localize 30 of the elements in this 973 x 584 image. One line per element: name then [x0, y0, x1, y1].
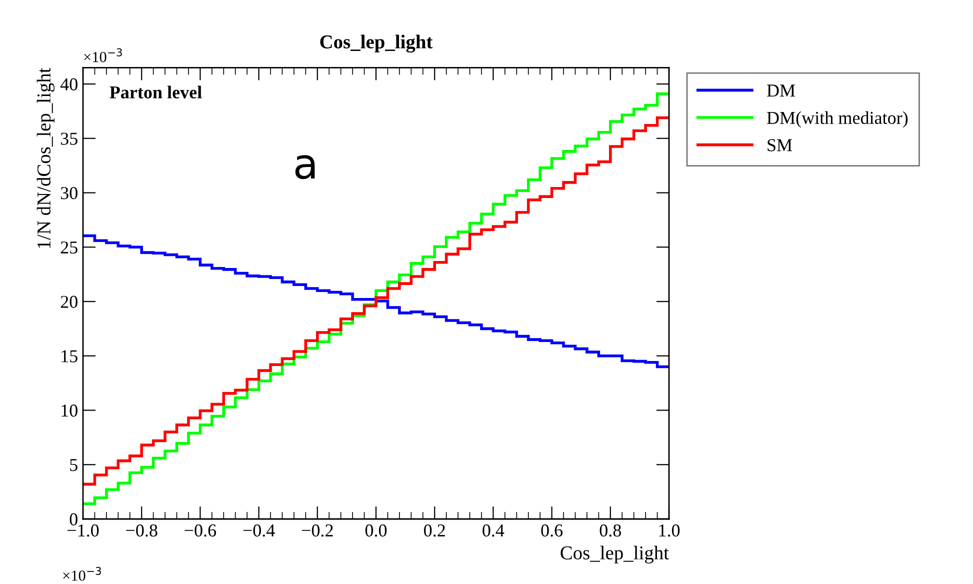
y-tick-label: 10 [62, 404, 78, 417]
chart-title: Cos_lep_light [320, 34, 433, 53]
x-tick-label: −0.8 [126, 524, 158, 537]
x-axis-title: Cos_lep_light [560, 546, 669, 564]
x-tick-label: 0.6 [541, 524, 563, 537]
x-tick-label: 1.0 [659, 524, 680, 537]
y-tick-label: 5 [70, 459, 78, 472]
x-tick-label: −0.4 [243, 524, 275, 537]
x-tick-label: −0.2 [302, 524, 333, 537]
y-tick-label: 15 [62, 350, 78, 362]
x-tick-label: −0.6 [184, 524, 216, 537]
x-tick-label: −1.0 [68, 524, 99, 537]
x-tick-label: 0.4 [482, 524, 504, 537]
x-tick-label: 0.0 [365, 524, 387, 537]
text: ×10$^{−3}$ [84, 48, 122, 62]
y-tick-label: 0 [70, 513, 78, 526]
y-axis-title: 1/N dN/dCos_lep_light [36, 68, 55, 248]
y-tick-label: 35 [60, 132, 78, 145]
legend-label: DM [766, 84, 796, 97]
y-tick-label: 20 [60, 296, 78, 308]
x-tick-label: 0.8 [600, 524, 621, 537]
legend-label: DM(with mediator) [766, 111, 908, 128]
y-tick-label: 40 [60, 78, 78, 90]
legend-label: SM [768, 139, 792, 152]
text: ×10$^{−3}$ [63, 566, 101, 581]
annotation: a [295, 155, 315, 180]
y-tick-label: 30 [60, 187, 78, 200]
y-tick-label: 25 [60, 241, 78, 254]
x-tick-label: 0.2 [424, 524, 445, 537]
annotation: Parton level [110, 86, 202, 98]
